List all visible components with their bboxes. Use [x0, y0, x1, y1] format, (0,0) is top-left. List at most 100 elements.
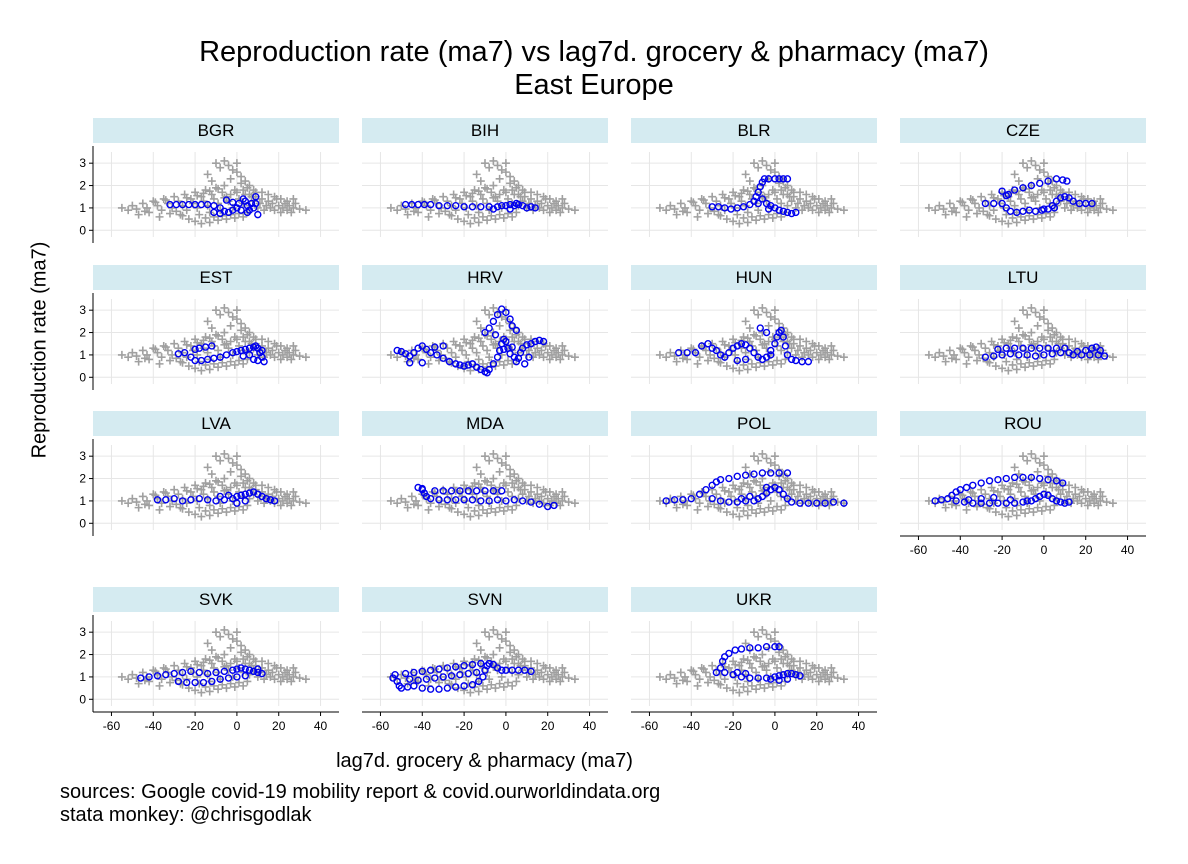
data-point-hun: [725, 348, 733, 357]
background-point: [285, 670, 294, 679]
data-point-hrv: [460, 362, 468, 370]
background-point: [245, 181, 254, 190]
background-point: [291, 199, 300, 208]
data-point-svn: [435, 665, 443, 673]
background-point: [766, 496, 775, 505]
background-point: [483, 184, 492, 193]
background-point: [207, 324, 216, 333]
background-point: [975, 350, 984, 359]
background-point: [514, 337, 523, 346]
data-point-svk: [187, 667, 195, 676]
data-point-cze: [1052, 175, 1061, 183]
background-point: [1039, 188, 1048, 197]
data-point-bgr: [252, 193, 260, 201]
data-point-hun: [762, 328, 771, 337]
background-point: [504, 678, 512, 687]
data-point-hrv: [439, 342, 447, 350]
background-point: [758, 662, 767, 671]
background-point: [435, 209, 443, 218]
background-point: [506, 465, 515, 474]
background-point: [514, 670, 523, 679]
background-point: [226, 659, 235, 668]
background-point: [245, 190, 254, 199]
background-point: [443, 197, 452, 206]
x-tick-label: 20: [541, 719, 555, 733]
background-point: [706, 672, 715, 681]
background-point: [1090, 490, 1099, 499]
background-point: [520, 192, 529, 201]
background-point: [468, 344, 477, 353]
data-point-ukr: [796, 672, 804, 680]
background-point: [145, 208, 154, 217]
background-point: [386, 203, 395, 212]
background-point: [132, 352, 141, 361]
background-point: [489, 193, 498, 202]
background-point: [712, 490, 721, 499]
data-point-ltu: [1061, 344, 1069, 352]
data-point-mda: [418, 484, 426, 493]
background-point: [132, 674, 141, 683]
data-point-pol: [746, 492, 754, 501]
data-point-hun: [698, 342, 706, 350]
background-point: [481, 159, 489, 168]
data-point-mda: [477, 497, 485, 505]
background-point: [752, 216, 761, 225]
background-point: [802, 190, 811, 199]
background-point: [226, 503, 235, 512]
background-point: [554, 494, 563, 503]
background-point: [1002, 503, 1011, 512]
data-point-svk: [162, 670, 170, 679]
background-point: [821, 206, 830, 215]
chart-subtitle: East Europe: [514, 69, 674, 101]
background-point: [833, 674, 842, 683]
background-point: [775, 319, 784, 328]
background-point: [985, 211, 994, 220]
data-point-pol: [840, 499, 848, 507]
data-point-ukr: [783, 675, 792, 683]
background-point: [1048, 470, 1057, 479]
data-point-svn: [406, 675, 414, 683]
background-point: [291, 346, 300, 355]
background-point: [708, 661, 717, 670]
background-point: [1052, 328, 1061, 337]
background-point: [1016, 505, 1025, 514]
background-point: [787, 186, 796, 195]
background-point: [283, 353, 292, 362]
background-point: [224, 344, 233, 353]
background-point: [264, 666, 273, 675]
background-point: [796, 341, 804, 350]
background-point: [170, 485, 179, 494]
background-point: [481, 306, 489, 315]
data-point-pol: [775, 486, 783, 494]
background-point: [560, 668, 569, 677]
x-tick-label: -60: [103, 719, 121, 733]
background-point: [489, 156, 498, 165]
background-point: [939, 352, 948, 361]
background-point: [752, 653, 761, 662]
background-point: [212, 159, 220, 168]
background-point: [762, 454, 771, 463]
background-point: [472, 639, 481, 648]
data-point-bgr: [185, 200, 193, 209]
data-point-est: [222, 351, 231, 359]
background-point: [232, 159, 241, 168]
background-point: [508, 681, 517, 690]
data-point-hrv: [531, 337, 539, 346]
background-point: [760, 508, 769, 517]
background-point: [662, 675, 671, 684]
author-note: stata monkey: @chrisgodlak: [60, 804, 312, 826]
data-point-hrv: [445, 357, 454, 366]
background-point: [968, 489, 977, 498]
data-point-hrv: [502, 337, 510, 346]
background-point: [724, 487, 733, 496]
background-point: [166, 209, 174, 218]
background-point: [245, 337, 254, 346]
background-point: [466, 688, 475, 697]
data-point-ukr: [762, 643, 771, 651]
data-point-hun: [756, 324, 764, 332]
data-point-ukr: [792, 670, 800, 679]
background-point: [161, 196, 170, 205]
background-point: [733, 210, 742, 219]
data-point-rou: [952, 497, 960, 505]
y-tick-label: 2: [79, 648, 86, 662]
